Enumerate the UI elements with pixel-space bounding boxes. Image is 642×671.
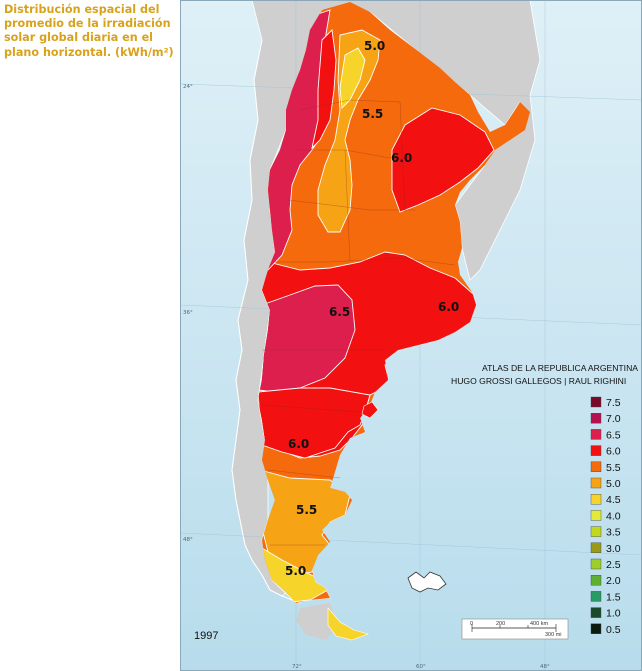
legend-label: 5.0 <box>606 478 621 490</box>
scale-200: 200 <box>496 621 505 627</box>
legend-swatch <box>590 526 602 537</box>
map-label-patagonia-6-0: 6.0 <box>288 437 309 451</box>
legend-label: 6.5 <box>606 429 621 441</box>
scale-400: 400 km <box>530 621 548 627</box>
legend-swatch <box>590 575 602 586</box>
legend-label: 1.0 <box>606 608 621 620</box>
map-title: Distribución espacial del promedio de la… <box>4 3 174 59</box>
lon-label-60: 60° <box>416 664 426 670</box>
legend-label: 4.0 <box>606 510 621 522</box>
legend: 7.5 7.0 6.5 6.0 5.5 5.0 4.5 4.0 3.5 3.0 2.5 2.0 1.5 1… <box>590 396 621 636</box>
lon-label-72: 72° <box>292 664 302 670</box>
legend-label: 3.5 <box>606 527 621 539</box>
lat-label-24: 24° <box>183 84 193 90</box>
map-frame: 24° 36° 48° 72° 60° 48° <box>180 0 642 671</box>
legend-swatch <box>590 429 602 440</box>
legend-swatch <box>590 542 602 553</box>
map-label-nw-5-0: 5.0 <box>364 39 385 53</box>
legend-label: 6.0 <box>606 446 621 458</box>
scale-0: 0 <box>470 621 473 627</box>
zone-6-0-northeast <box>391 107 495 213</box>
legend-swatch <box>590 607 602 618</box>
map-label-east-6-0: 6.0 <box>438 300 459 314</box>
tierra-del-fuego-chile <box>296 603 338 640</box>
legend-swatch <box>590 396 602 408</box>
legend-label: 7.0 <box>606 413 621 425</box>
legend-swatch <box>590 461 602 472</box>
zone-6-5-cuyo <box>258 284 356 393</box>
legend-swatch <box>590 623 602 634</box>
lon-label-48: 48° <box>540 664 550 670</box>
zone-5-0-nw <box>317 29 381 233</box>
legend-label: 7.5 <box>606 397 621 409</box>
legend-label: 4.5 <box>606 494 621 506</box>
atlas-authors: HUGO GROSSI GALLEGOS | RAUL RIGHINI <box>451 376 626 386</box>
map-label-south-5-5: 5.5 <box>296 503 317 517</box>
peninsula-valdes <box>361 401 379 419</box>
tierra-del-fuego-arg <box>327 607 369 641</box>
legend-swatch <box>590 591 602 602</box>
legend-label: 2.5 <box>606 559 621 571</box>
legend-swatch <box>590 477 602 489</box>
legend-label: 2.0 <box>606 575 621 587</box>
legend-label: 5.5 <box>606 462 621 474</box>
zone-4-5-puna <box>339 47 366 109</box>
legend-label: 1.5 <box>606 591 621 603</box>
scale-300mi: 300 mi <box>545 632 562 638</box>
zone-6-0-patagonia <box>258 387 371 459</box>
atlas-title: ATLAS DE LA REPUBLICA ARGENTINA <box>482 363 638 373</box>
zone-6-0-nw-strip <box>311 29 337 150</box>
chile-outline <box>231 39 301 604</box>
malvinas-islands <box>407 571 447 593</box>
map-label-ne-6-0: 6.0 <box>391 151 412 165</box>
scale-bar: 0 200 400 km 300 mi <box>461 618 569 640</box>
map-label-north-5-5: 5.5 <box>362 107 383 121</box>
legend-swatch <box>590 413 602 424</box>
legend-label: 0.5 <box>606 624 621 636</box>
lat-label-36: 36° <box>183 310 193 316</box>
lat-label-48: 48° <box>183 537 193 543</box>
province-boundaries <box>261 99 456 546</box>
legend-label: 3.0 <box>606 543 621 555</box>
legend-swatch <box>590 445 602 456</box>
legend-swatch <box>590 510 602 521</box>
map-label-center-6-5: 6.5 <box>329 305 350 319</box>
legend-swatch <box>590 494 602 505</box>
year-label: 1997 <box>194 630 218 642</box>
legend-swatch <box>590 558 602 570</box>
map-label-south-5-0: 5.0 <box>285 564 306 578</box>
